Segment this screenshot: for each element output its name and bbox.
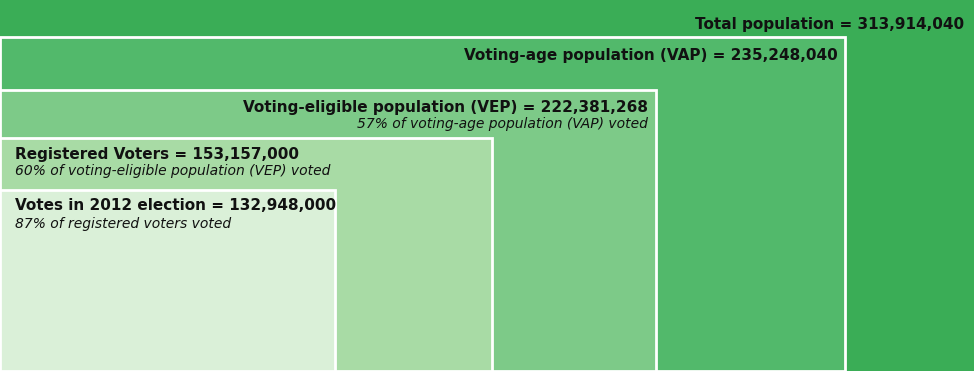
Text: Registered Voters = 153,157,000: Registered Voters = 153,157,000 xyxy=(15,147,299,161)
Text: Voting-age population (VAP) = 235,248,040: Voting-age population (VAP) = 235,248,04… xyxy=(464,48,838,63)
Bar xyxy=(0,138,492,371)
Text: Votes in 2012 election = 132,948,000: Votes in 2012 election = 132,948,000 xyxy=(15,198,336,213)
Text: 87% of registered voters voted: 87% of registered voters voted xyxy=(15,217,231,231)
Text: Voting-eligible population (VEP) = 222,381,268: Voting-eligible population (VEP) = 222,3… xyxy=(243,100,648,115)
Bar xyxy=(0,190,335,371)
Bar xyxy=(0,37,845,371)
Text: 57% of voting-age population (VAP) voted: 57% of voting-age population (VAP) voted xyxy=(356,117,648,131)
Text: Total population = 313,914,040: Total population = 313,914,040 xyxy=(695,17,964,32)
Text: 60% of voting-eligible population (VEP) voted: 60% of voting-eligible population (VEP) … xyxy=(15,164,330,178)
Bar xyxy=(0,90,656,371)
